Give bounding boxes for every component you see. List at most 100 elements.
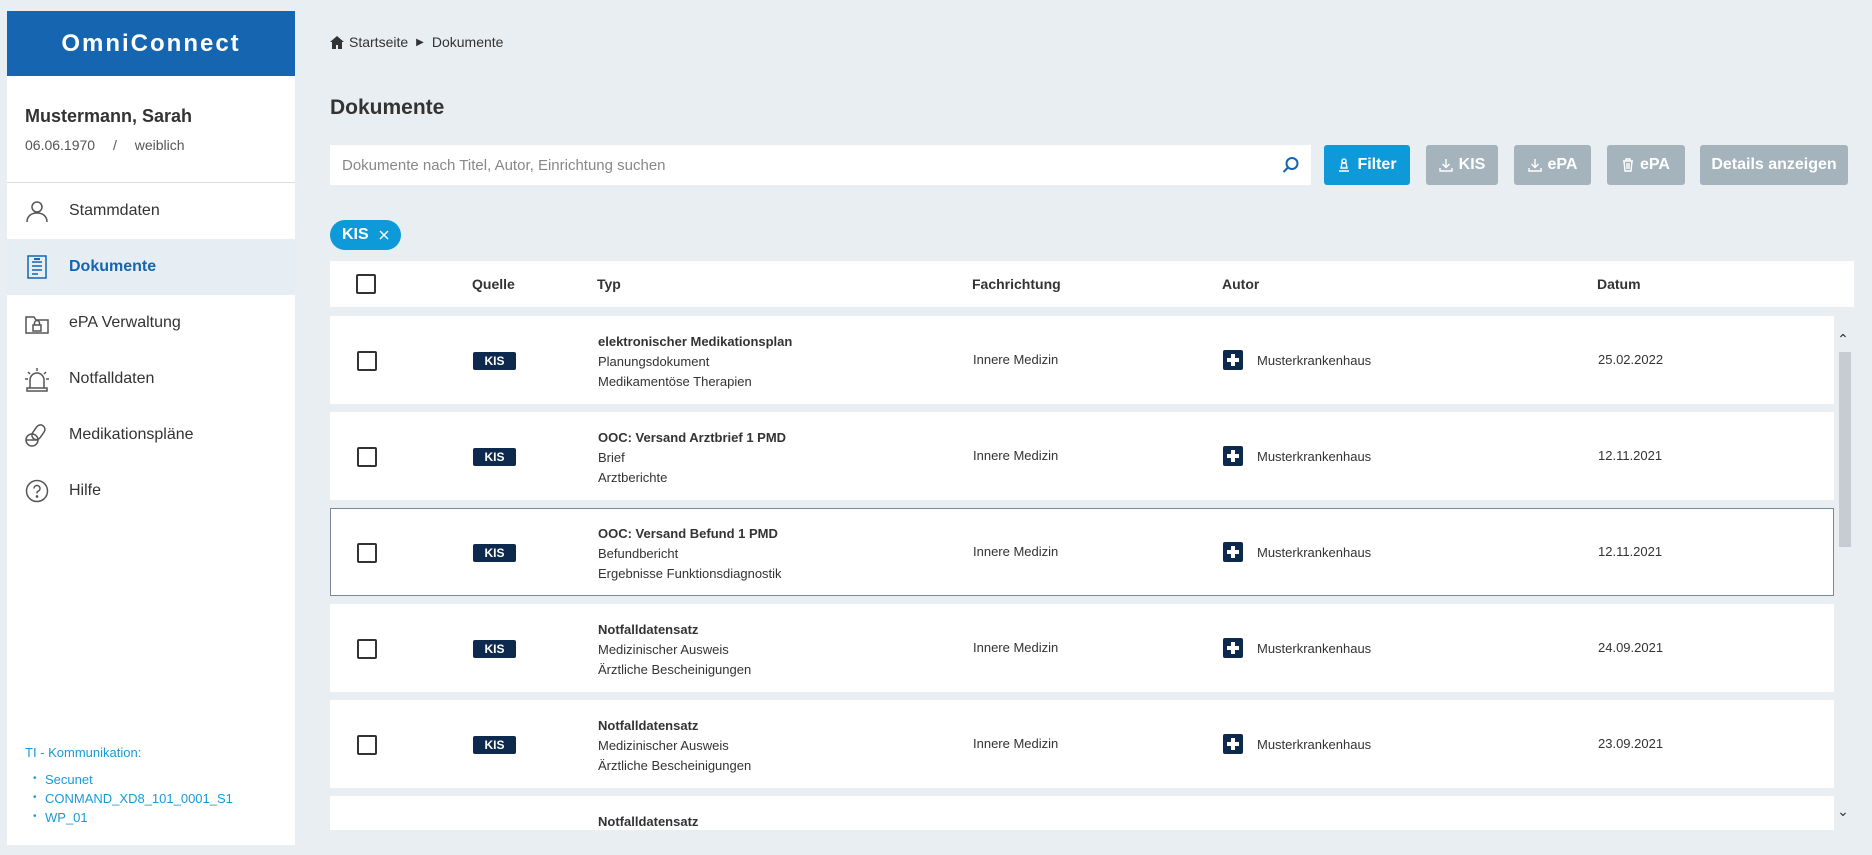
sidebar-item-dokumente[interactable]: Dokumente [7, 239, 295, 295]
document-type: elektronischer Medikationsplan Planungsd… [598, 332, 792, 392]
ti-communication: TI - Kommunikation: Secunet CONMAND_XD8_… [25, 745, 233, 829]
ti-item[interactable]: WP_01 [33, 810, 233, 825]
document-category: Arztberichte [598, 470, 668, 485]
author-name: Musterkrankenhaus [1257, 736, 1372, 752]
details-button[interactable]: Details anzeigen [1700, 145, 1848, 185]
breadcrumb: Startseite ▶ Dokumente [330, 34, 503, 50]
author: Musterkrankenhaus [1223, 734, 1371, 754]
document-class: Befundbericht [598, 546, 679, 561]
fachrichtung: Innere Medizin [973, 352, 1059, 367]
filter-icon [1337, 158, 1351, 172]
hospital-icon [1223, 638, 1243, 658]
source-badge: KIS [473, 640, 516, 658]
document-icon [23, 253, 51, 281]
row-checkbox[interactable] [357, 351, 377, 371]
patient-separator: / [112, 137, 117, 153]
table-row[interactable]: KIS OOC: Versand Arztbrief 1 PMD Brief A… [330, 412, 1834, 500]
scrollbar[interactable]: ⌃ ⌄ [1837, 330, 1851, 820]
sidebar-item-label: Hilfe [69, 482, 102, 499]
document-class: Brief [598, 450, 625, 465]
table-body: KIS elektronischer Medikationsplan Planu… [330, 316, 1834, 830]
table-header: Quelle Typ Fachrichtung Autor Datum [330, 261, 1854, 307]
fachrichtung: Innere Medizin [973, 448, 1059, 463]
author: Musterkrankenhaus [1223, 350, 1371, 370]
row-checkbox[interactable] [357, 543, 377, 563]
hospital-icon [1223, 446, 1243, 466]
row-checkbox[interactable] [357, 735, 377, 755]
row-checkbox[interactable] [357, 639, 377, 659]
table-row[interactable]: KIS Notfalldatensatz Medizinischer Auswe… [330, 604, 1834, 692]
source-badge: KIS [473, 448, 516, 466]
ti-list: Secunet CONMAND_XD8_101_0001_S1 WP_01 [25, 772, 233, 825]
epa-download-label: ePA [1547, 156, 1578, 173]
main-content: Startseite ▶ Dokumente Dokumente Filter … [330, 0, 1860, 855]
scrollbar-track[interactable] [1837, 348, 1851, 802]
patient-gender: weiblich [134, 137, 185, 153]
help-icon [23, 477, 51, 505]
document-class: Medizinischer Ausweis [598, 738, 729, 753]
delete-epa-button[interactable]: ePA [1607, 145, 1685, 185]
date: 12.11.2021 [1598, 544, 1663, 559]
patient-birthdate: 06.06.1970 [25, 137, 96, 153]
details-label: Details anzeigen [1711, 156, 1837, 173]
sidebar-item-notfalldaten[interactable]: Notfalldaten [7, 351, 295, 407]
search-bar [330, 145, 1311, 185]
breadcrumb-separator-icon: ▶ [416, 36, 424, 48]
download-kis-button[interactable]: KIS [1426, 145, 1498, 185]
ti-item[interactable]: Secunet [33, 772, 233, 787]
download-epa-button[interactable]: ePA [1514, 145, 1591, 185]
fachrichtung: Innere Medizin [973, 736, 1059, 751]
trash-icon [1622, 158, 1634, 172]
table-row[interactable]: Notfalldatensatz [330, 796, 1834, 830]
document-category: Ergebnisse Funktionsdiagnostik [598, 566, 782, 581]
source-badge: KIS [473, 736, 516, 754]
siren-icon [23, 365, 51, 393]
sidebar-item-epa-verwaltung[interactable]: ePA Verwaltung [7, 295, 295, 351]
sidebar-nav: Stammdaten Dokumente ePA Verwaltung Notf… [7, 183, 295, 519]
header-fachrichtung[interactable]: Fachrichtung [972, 276, 1061, 292]
ti-item[interactable]: CONMAND_XD8_101_0001_S1 [33, 791, 233, 806]
home-icon [330, 35, 344, 49]
download-icon [1438, 158, 1453, 172]
sidebar-item-hilfe[interactable]: Hilfe [7, 463, 295, 519]
author-name: Musterkrankenhaus [1257, 448, 1372, 464]
chevron-up-icon[interactable]: ⌃ [1837, 331, 1849, 347]
filter-label: Filter [1357, 156, 1397, 173]
breadcrumb-home[interactable]: Startseite [349, 34, 409, 50]
document-title: Notfalldatensatz [598, 718, 699, 733]
lock-folder-icon [23, 309, 51, 337]
document-category: Ärztliche Bescheinigungen [598, 758, 752, 773]
sidebar-item-medikationsplaene[interactable]: Medikationspläne [7, 407, 295, 463]
filter-chip-kis: KIS [330, 220, 401, 250]
search-input[interactable] [330, 145, 1271, 185]
document-class: Planungsdokument [598, 354, 710, 369]
sidebar-item-label: Dokumente [69, 258, 157, 275]
header-typ[interactable]: Typ [597, 276, 621, 292]
fachrichtung: Innere Medizin [973, 640, 1059, 655]
header-datum[interactable]: Datum [1597, 276, 1641, 292]
sidebar-item-stammdaten[interactable]: Stammdaten [7, 183, 295, 239]
author: Musterkrankenhaus [1223, 446, 1371, 466]
close-icon[interactable] [379, 230, 389, 240]
table-row-selected[interactable]: KIS OOC: Versand Befund 1 PMD Befundberi… [330, 508, 1834, 596]
table-row[interactable]: KIS elektronischer Medikationsplan Planu… [330, 316, 1834, 404]
select-all-checkbox[interactable] [356, 274, 376, 294]
person-icon [23, 197, 51, 225]
filter-button[interactable]: Filter [1324, 145, 1410, 185]
chevron-down-icon[interactable]: ⌄ [1837, 803, 1849, 819]
author: Musterkrankenhaus [1223, 542, 1371, 562]
search-icon[interactable] [1271, 156, 1311, 174]
pills-icon [23, 421, 51, 449]
document-type: Notfalldatensatz Medizinischer Ausweis Ä… [598, 716, 751, 776]
row-checkbox[interactable] [357, 447, 377, 467]
scrollbar-thumb[interactable] [1839, 352, 1851, 547]
author-name: Musterkrankenhaus [1257, 640, 1372, 656]
fachrichtung: Innere Medizin [973, 544, 1059, 559]
document-title: OOC: Versand Befund 1 PMD [598, 526, 778, 541]
date: 24.09.2021 [1598, 640, 1664, 655]
table-row[interactable]: KIS Notfalldatensatz Medizinischer Auswe… [330, 700, 1834, 788]
author: Musterkrankenhaus [1223, 638, 1371, 658]
header-quelle[interactable]: Quelle [472, 276, 515, 292]
header-autor[interactable]: Autor [1222, 276, 1260, 292]
document-category: Ärztliche Bescheinigungen [598, 662, 752, 677]
